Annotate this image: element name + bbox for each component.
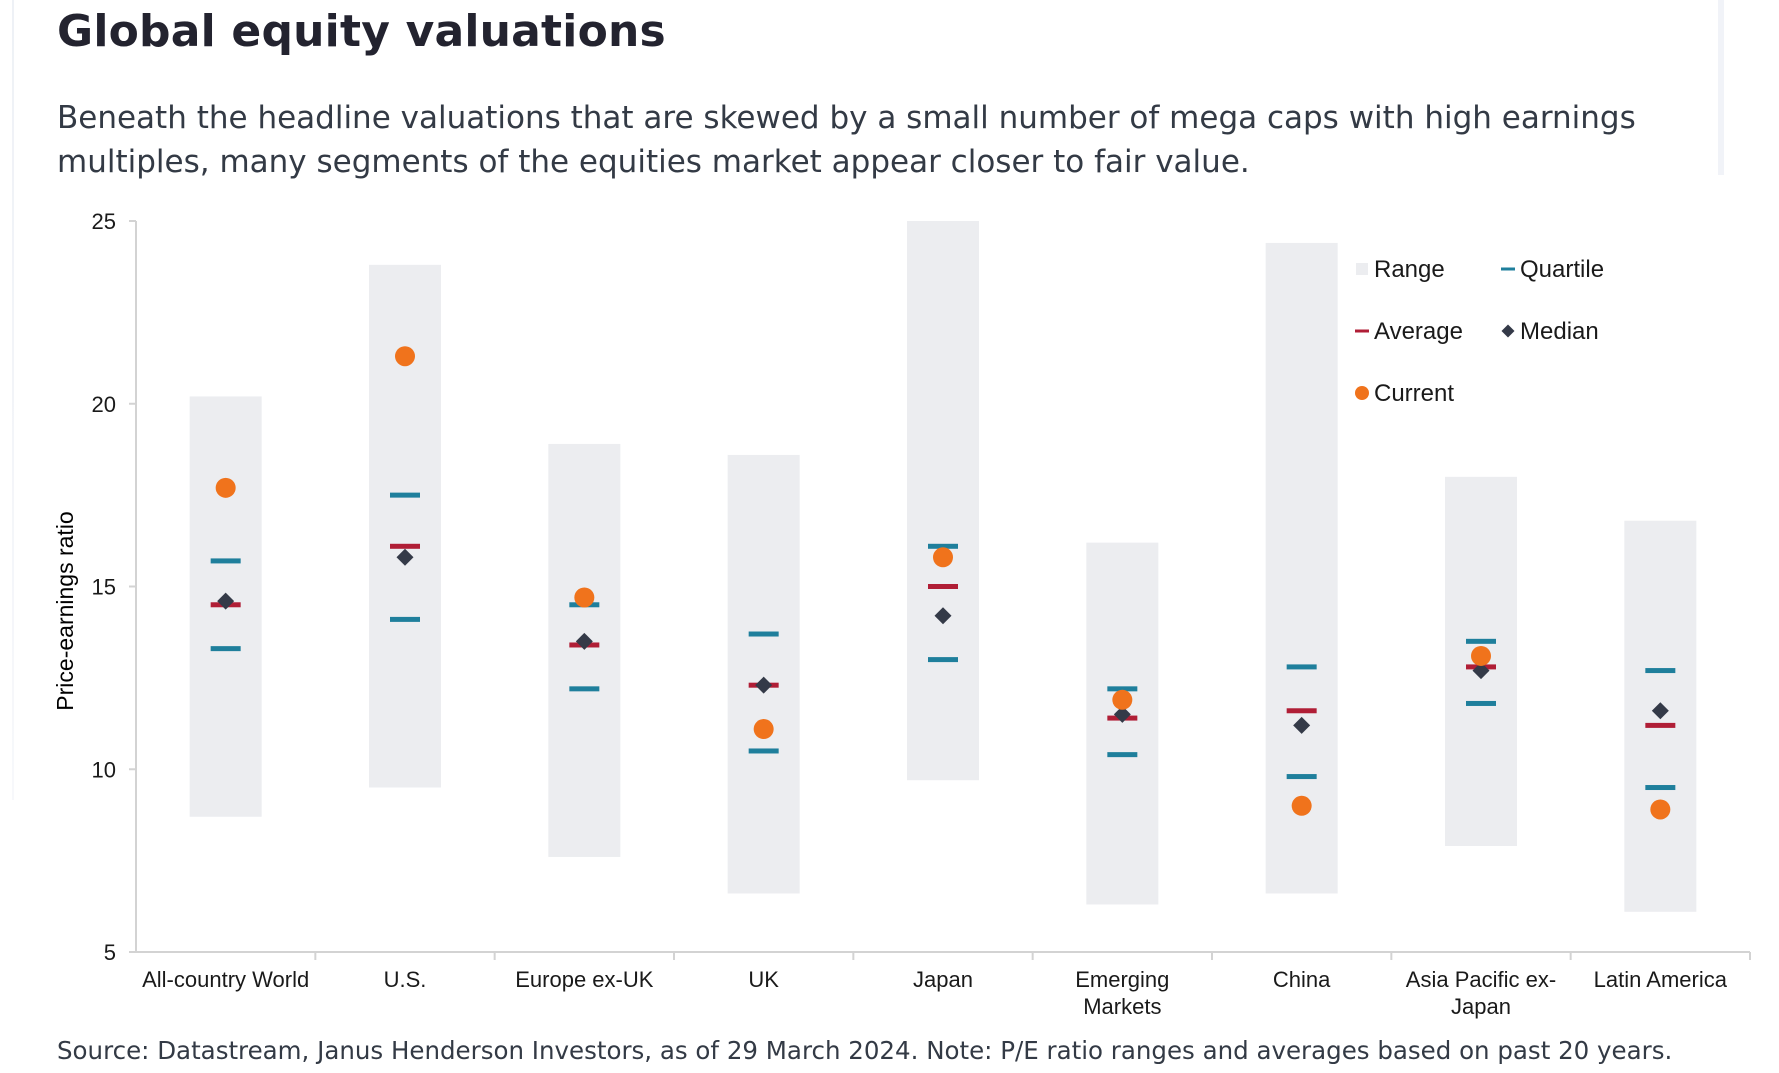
y-tick-label: 25 [92,209,116,234]
quartile-marker [1286,774,1317,780]
source-note: Source: Datastream, Janus Henderson Inve… [57,1036,1673,1065]
quartile-marker [390,616,420,622]
y-tick-label: 20 [92,392,116,417]
legend-swatch-average [1355,329,1369,333]
quartile-marker [390,492,420,498]
quartile-marker [928,543,958,549]
legend-swatch-median [1501,324,1515,338]
quartile-marker [748,631,779,637]
card-border-right [1718,0,1724,175]
legend-label-current: Current [1374,380,1454,407]
legend-label-range: Range [1374,256,1445,283]
x-tick-label: Asia Pacific ex-Japan [1406,967,1556,1019]
legend-swatch-current [1355,386,1369,400]
median-marker [396,548,414,566]
x-tick-label: Japan [913,967,973,992]
current-marker [574,587,595,608]
median-marker [1113,705,1131,723]
range-bar [548,443,621,857]
quartile-marker [210,558,241,564]
current-marker [1112,689,1133,710]
legend-swatch-range [1356,263,1368,275]
legend-swatch-quartile [1501,267,1515,271]
median-marker [1472,662,1490,680]
current-marker [215,477,236,498]
y-tick-label: 5 [104,940,116,965]
x-tick-label: U.S. [384,967,427,992]
current-marker [395,346,415,367]
x-tick-label: Latin America [1594,967,1728,992]
quartile-marker [928,657,958,663]
data-marks [210,346,1676,820]
quartile-marker [1645,785,1676,791]
x-tick-label: Europe ex-UK [515,967,654,992]
valuation-chart: 5 10 15 20 25 All-country World U.S. Europe ex… [52,209,1751,1019]
range-bar [1086,542,1159,905]
quartile-marker [1286,664,1317,670]
quartile-marker [748,748,779,754]
current-marker [1291,795,1312,816]
average-marker [1645,722,1676,728]
quartile-marker [1645,668,1676,674]
current-marker [753,719,774,740]
x-tick-label: Emerging Markets [1075,967,1169,1019]
range-bar [369,264,441,788]
page-title: Global equity valuations [57,6,666,57]
median-marker [1651,702,1669,720]
quartile-marker [1466,700,1496,706]
range-bar [907,221,979,781]
average-marker [928,584,958,589]
range-bar [727,454,800,894]
x-tick-label: All-country World [142,967,309,992]
current-marker [1471,645,1491,666]
page-subtitle: Beneath the headline valuations that are… [57,100,1636,180]
quartile-marker [1107,686,1138,692]
quartile-marker [1107,752,1138,758]
legend-label-median: Median [1520,318,1599,345]
median-marker [1293,716,1311,734]
x-ticks: All-country World U.S. Europe ex-UK UK Japan… [142,952,1751,1019]
median-marker [934,607,952,625]
legend-label-quartile: Quartile [1520,256,1604,283]
y-tick-label: 15 [92,575,116,600]
card-border-left [12,0,14,800]
current-marker [933,547,953,568]
median-marker [575,632,593,650]
y-axis-label: Price-earnings ratio [52,511,78,710]
current-marker [1650,799,1671,820]
x-tick-label: UK [748,967,779,992]
quartile-marker [569,686,600,692]
x-tick-label: China [1273,967,1331,992]
legend: Range Quartile Average Median Current [1355,256,1604,407]
legend-label-average: Average [1374,318,1463,345]
median-marker [755,676,773,694]
range-bar [1265,242,1338,894]
quartile-marker [210,646,241,652]
average-marker [390,543,420,549]
average-marker [1286,708,1317,714]
quartile-marker [1466,638,1496,644]
y-tick-label: 10 [92,757,116,782]
y-ticks: 5 10 15 20 25 [92,209,136,965]
median-marker [217,592,235,610]
